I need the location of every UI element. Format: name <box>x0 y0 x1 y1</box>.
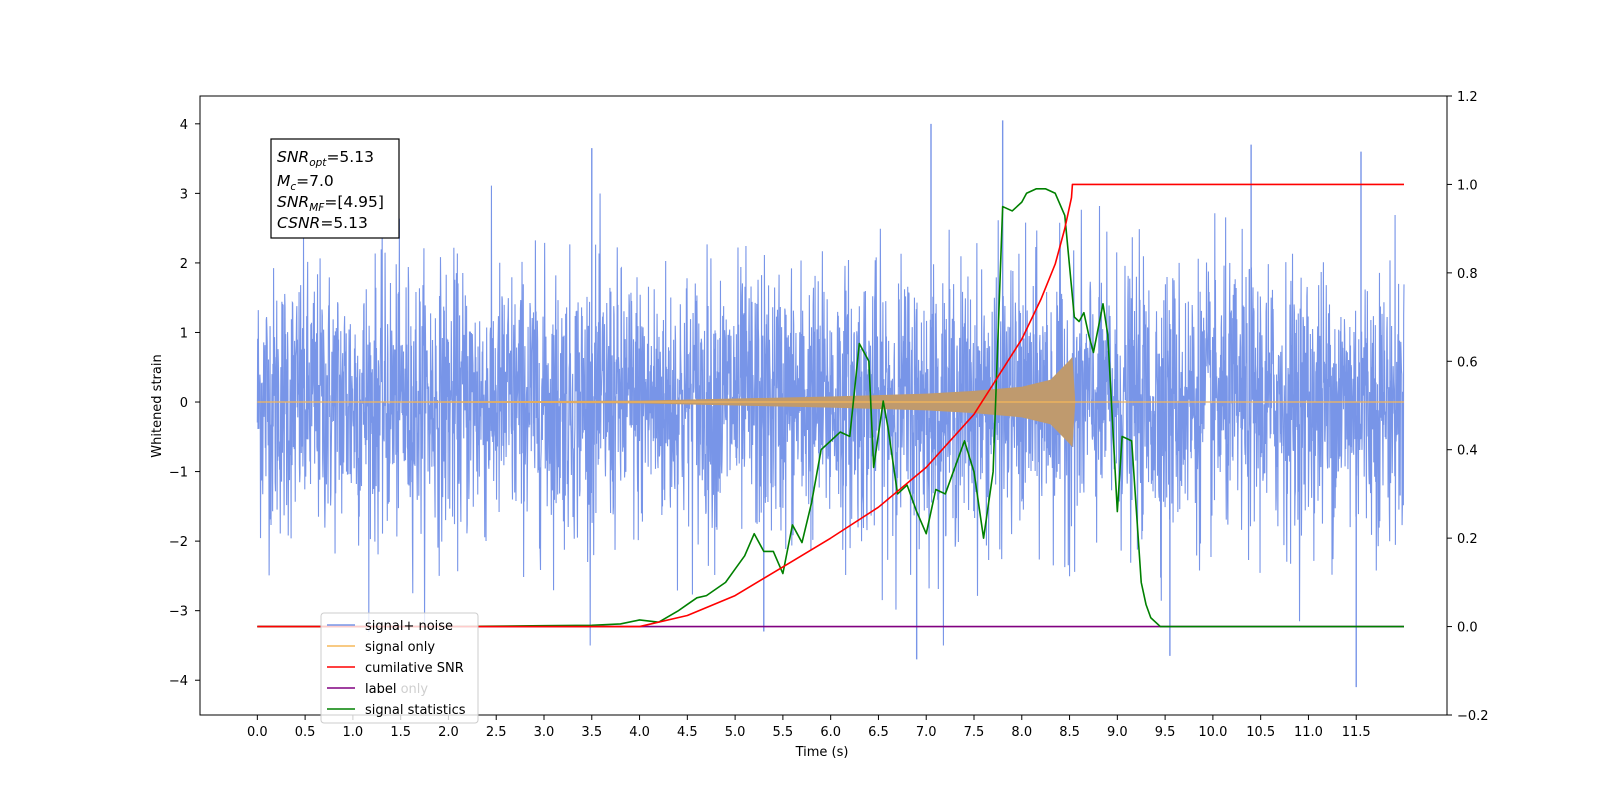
x-tick-label: 11.5 <box>1342 725 1371 740</box>
y-tick-label: −4 <box>169 674 188 689</box>
annotation-subscript: opt <box>309 157 327 169</box>
legend-frame <box>320 612 479 724</box>
annotation-value: =[4.95] <box>324 193 384 211</box>
x-tick-label: 10.0 <box>1198 725 1227 740</box>
annotation-frame <box>270 138 400 239</box>
x-axis-label: Time (s) <box>795 745 849 760</box>
x-tick-label: 1.0 <box>343 725 364 740</box>
annotation-subscript: c <box>290 181 296 193</box>
x-tick-label: 3.0 <box>534 725 555 740</box>
axes-frame <box>199 95 1448 716</box>
y-tick-label: 2 <box>180 257 188 272</box>
x-tick-label: 4.5 <box>677 725 698 740</box>
annotation-value: =5.13 <box>320 214 368 232</box>
y2-tick-label: 0.0 <box>1457 621 1478 636</box>
y-tick-label: 3 <box>180 187 188 202</box>
y-axis-label: Whitened strain <box>150 354 165 457</box>
y2-tick-label: 1.0 <box>1457 178 1478 193</box>
y2-tick-label: −0.2 <box>1457 709 1489 724</box>
series-layer <box>256 120 1405 688</box>
y2-tick-label: 0.6 <box>1457 355 1478 370</box>
plot-area <box>199 95 1448 716</box>
legend: signal+ noise signal only cumilative SNR… <box>320 612 479 724</box>
legend-entry-signal-only: signal only <box>327 640 435 655</box>
annotation-symbol: SNR <box>277 193 309 211</box>
legend-ghost-label: label only <box>365 682 428 697</box>
x-axis-ticks: 0.0 0.5 1.0 1.5 2.0 2.5 3.0 3.5 4.0 4.5 5.0 5.5 6.0 6… <box>247 715 1371 740</box>
legend-label: label <box>365 682 396 697</box>
snr-annotation-box: SNRopt=5.13 Mc=7.0 SNRMF=[4.95] CSNR=5.1… <box>270 138 400 239</box>
y-tick-label: 0 <box>180 396 188 411</box>
x-tick-label: 2.5 <box>486 725 507 740</box>
series-signal-statistics-line <box>257 188 1404 628</box>
y2-tick-label: 0.8 <box>1457 267 1478 282</box>
y-tick-label: 1 <box>180 326 188 341</box>
x-tick-label: 7.5 <box>964 725 985 740</box>
annotation-line-mc: Mc=7.0 <box>277 172 334 193</box>
x-tick-label: 9.5 <box>1155 725 1176 740</box>
annotation-symbol: M <box>277 172 290 190</box>
x-tick-label: 8.0 <box>1011 725 1032 740</box>
y-tick-label: 4 <box>180 118 188 133</box>
legend-label: cumilative SNR <box>365 661 464 676</box>
x-tick-label: 5.0 <box>725 725 746 740</box>
legend-entry-signal-noise: signal+ noise <box>327 619 453 634</box>
series-signal-noise-line <box>256 185 1405 646</box>
x-tick-label: 11.0 <box>1294 725 1323 740</box>
annotation-line-snr-mf: SNRMF=[4.95] <box>277 193 384 214</box>
legend-entry-signal-statistics: signal statistics <box>327 703 466 718</box>
x-tick-label: 6.0 <box>820 725 841 740</box>
annotation-value: =7.0 <box>296 172 334 190</box>
x-tick-label: 4.0 <box>629 725 650 740</box>
x-tick-label: 2.0 <box>438 725 459 740</box>
x-tick-label: 10.5 <box>1246 725 1275 740</box>
y-tick-label: −2 <box>169 535 188 550</box>
x-tick-label: 9.0 <box>1107 725 1128 740</box>
annotation-line-csnr: CSNR=5.13 <box>277 214 368 232</box>
x-tick-label: 0.5 <box>295 725 316 740</box>
legend-label: signal+ noise <box>365 619 453 634</box>
annotation-subscript: MF <box>309 202 325 214</box>
annotation-value: =5.13 <box>326 148 374 166</box>
y-axis-ticks: 4 3 2 1 0 −1 −2 −3 −4 <box>169 118 200 689</box>
annotation-line-snr-opt: SNRopt=5.13 <box>277 148 374 169</box>
series-cumulative-snr-line <box>257 183 1404 628</box>
y2-tick-label: 0.4 <box>1457 444 1478 459</box>
y-tick-label: −3 <box>169 605 188 620</box>
legend-label: signal statistics <box>365 703 466 718</box>
x-tick-label: 6.5 <box>868 725 889 740</box>
legend-label: signal only <box>365 640 435 655</box>
x-tick-label: 8.5 <box>1059 725 1080 740</box>
legend-entry-cumulative-snr: cumilative SNR <box>327 661 464 676</box>
y2-tick-label: 1.2 <box>1457 90 1478 105</box>
annotation-symbol: SNR <box>277 148 309 166</box>
x-tick-label: 3.5 <box>581 725 602 740</box>
x-tick-label: 5.5 <box>773 725 794 740</box>
x-tick-label: 7.0 <box>916 725 937 740</box>
x-tick-label: 1.5 <box>390 725 411 740</box>
y2-tick-label: 0.2 <box>1457 532 1478 547</box>
annotation-symbol: CSNR <box>277 214 320 232</box>
x-tick-label: 0.0 <box>247 725 268 740</box>
legend-entry-label: label only label <box>327 682 428 697</box>
y2-axis-ticks: 1.2 1.0 0.8 0.6 0.4 0.2 0.0 −0.2 <box>1447 90 1489 724</box>
y-tick-label: −1 <box>169 466 188 481</box>
